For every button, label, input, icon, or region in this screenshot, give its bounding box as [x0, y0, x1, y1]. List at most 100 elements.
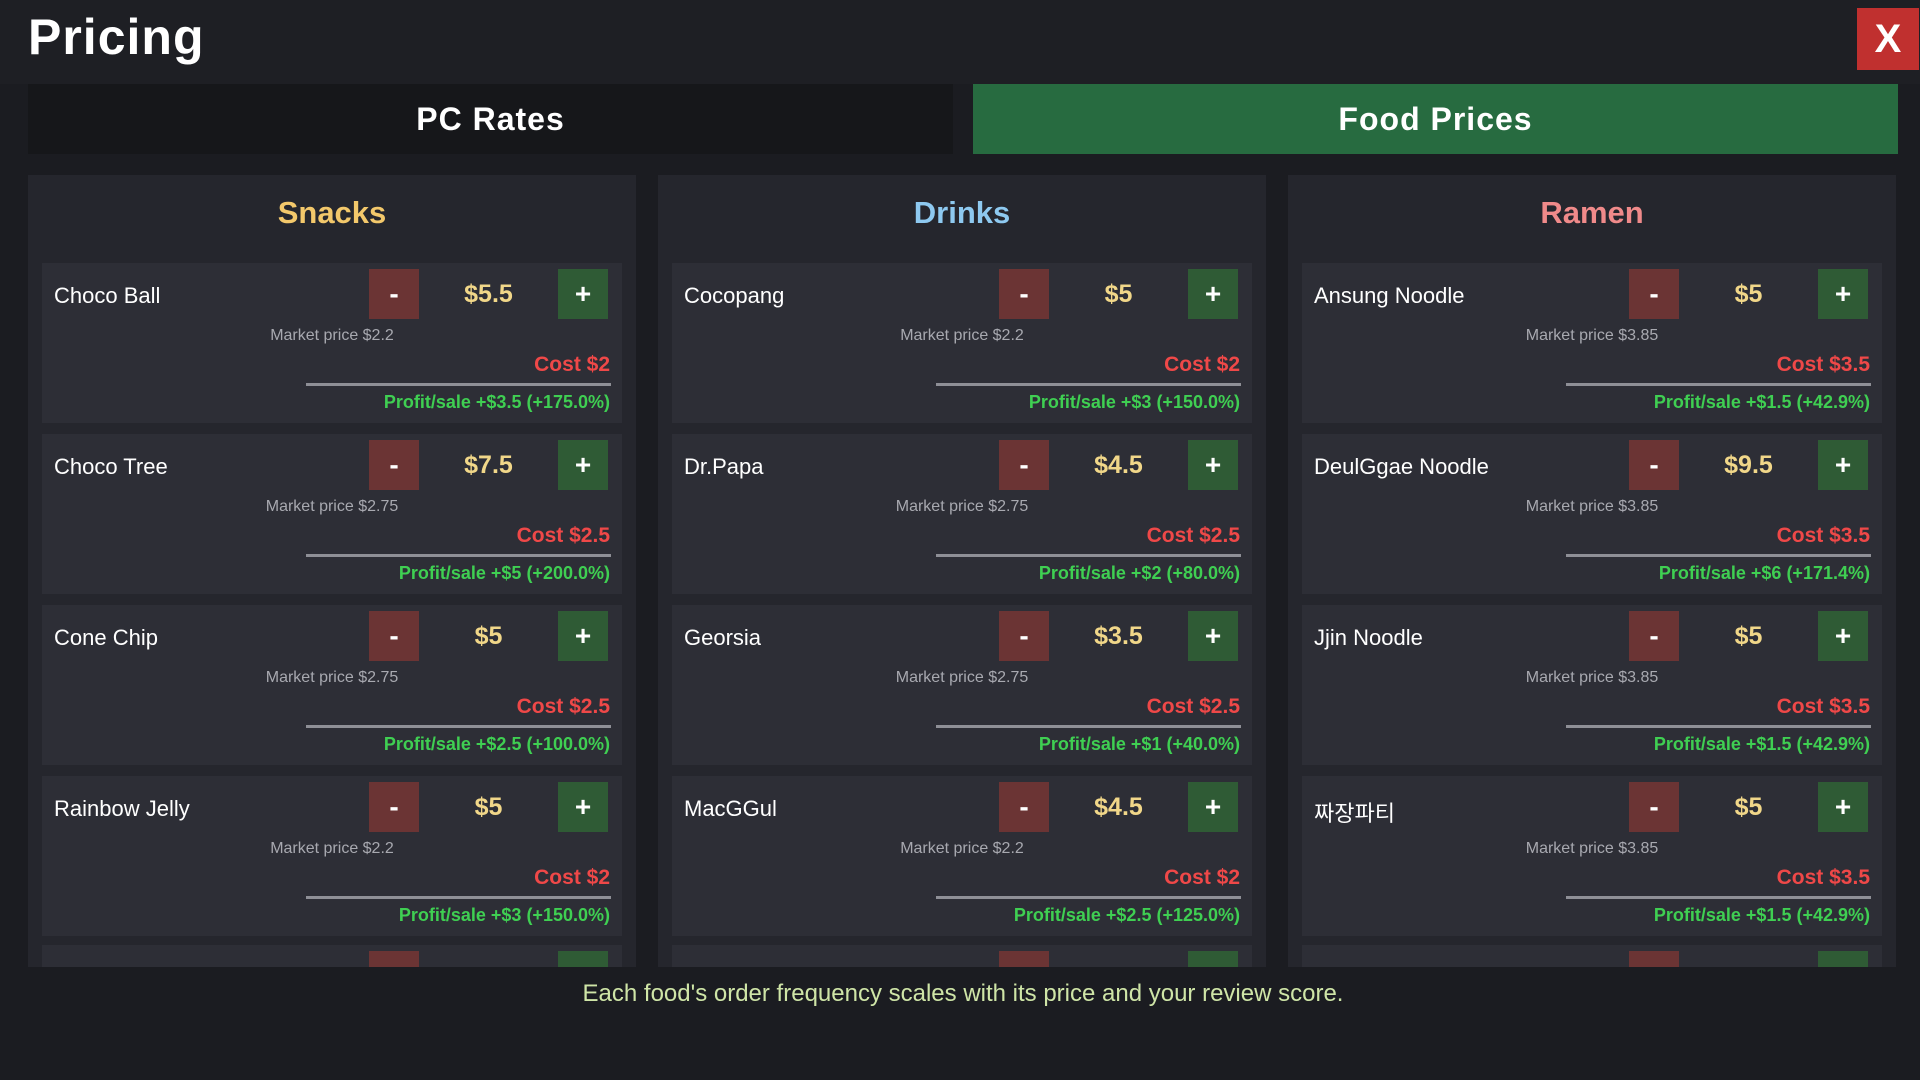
- decrease-price-button[interactable]: -: [1629, 782, 1679, 832]
- market-price: Market price $2.75: [265, 498, 399, 515]
- profit-label: Profit/sale +$1.5 (+42.9%): [1653, 905, 1870, 925]
- item-name: Georsia: [684, 625, 762, 650]
- increase-price-button[interactable]: +: [1188, 269, 1238, 319]
- drinks-title: Drinks: [913, 195, 1011, 230]
- market-price: Market price $2.75: [265, 669, 399, 686]
- increase-price-button[interactable]: [558, 951, 608, 967]
- decrease-price-button[interactable]: -: [1629, 440, 1679, 490]
- ramen-title: Ramen: [1540, 195, 1644, 230]
- market-price: Market price $2.2: [270, 327, 394, 344]
- divider: [1566, 554, 1871, 557]
- food-card-dr-papa: Dr.Papa - $4.5 + Market price $2.75 Cost…: [672, 434, 1252, 594]
- food-card-cone-chip: Cone Chip - $5 + Market price $2.75 Cost…: [42, 605, 622, 765]
- item-name: DeulGgae Noodle: [1314, 454, 1489, 479]
- food-card-georsia: Georsia - $3.5 + Market price $2.75 Cost…: [672, 605, 1252, 765]
- profit-label: Profit/sale +$5 (+200.0%): [398, 563, 610, 583]
- cost-label: Cost $2.5: [516, 695, 610, 718]
- market-price: Market price $3.85: [1525, 669, 1659, 686]
- profit-label: Profit/sale +$2.5 (+100.0%): [383, 734, 610, 754]
- increase-price-button[interactable]: +: [558, 611, 608, 661]
- increase-price-button[interactable]: +: [558, 440, 608, 490]
- decrease-price-button[interactable]: -: [369, 269, 419, 319]
- increase-price-button[interactable]: +: [1188, 611, 1238, 661]
- divider: [936, 896, 1241, 899]
- profit-label: Profit/sale +$1.5 (+42.9%): [1653, 734, 1870, 754]
- increase-price-button[interactable]: [1188, 951, 1238, 967]
- profit-label: Profit/sale +$1.5 (+42.9%): [1653, 392, 1870, 412]
- item-name: Choco Tree: [54, 454, 168, 479]
- decrease-price-button[interactable]: -: [369, 440, 419, 490]
- increase-price-button[interactable]: +: [1818, 611, 1868, 661]
- profit-label: Profit/sale +$2 (+80.0%): [1038, 563, 1240, 583]
- profit-label: Profit/sale +$3 (+150.0%): [1028, 392, 1240, 412]
- cost-label: Cost $2: [1164, 353, 1240, 376]
- profit-label: Profit/sale +$6 (+171.4%): [1658, 563, 1870, 583]
- item-name: Dr.Papa: [684, 454, 764, 479]
- divider: [936, 383, 1241, 386]
- footer-hint: Each food's order frequency scales with …: [582, 980, 1344, 1007]
- decrease-price-button[interactable]: -: [1629, 611, 1679, 661]
- market-price: Market price $3.85: [1525, 498, 1659, 515]
- price-value: $4.5: [1094, 792, 1143, 821]
- item-name: Cocopang: [684, 283, 785, 308]
- decrease-price-button[interactable]: -: [1629, 269, 1679, 319]
- tab-pc-rates[interactable]: PC Rates: [28, 84, 953, 154]
- increase-price-button[interactable]: +: [558, 269, 608, 319]
- profit-label: Profit/sale +$3.5 (+175.0%): [383, 392, 610, 412]
- market-price: Market price $2.75: [895, 669, 1029, 686]
- cost-label: Cost $3.5: [1776, 695, 1870, 718]
- price-value: $9.5: [1724, 450, 1773, 479]
- market-price: Market price $3.85: [1525, 327, 1659, 344]
- decrease-price-button[interactable]: -: [999, 440, 1049, 490]
- market-price: Market price $3.85: [1525, 840, 1659, 857]
- profit-label: Profit/sale +$2.5 (+125.0%): [1013, 905, 1240, 925]
- cost-label: Cost $2: [534, 353, 610, 376]
- item-name: 짜장파티: [1314, 801, 1395, 826]
- decrease-price-button[interactable]: -: [369, 782, 419, 832]
- decrease-price-button[interactable]: -: [999, 611, 1049, 661]
- food-card-jjin-noodle: Jjin Noodle - $5 + Market price $3.85 Co…: [1302, 605, 1882, 765]
- decrease-price-button[interactable]: [1629, 951, 1679, 967]
- food-card-partial: [672, 945, 1252, 967]
- food-card-jjajang-party: 짜장파티 - $5 + Market price $3.85 Cost $3.5…: [1302, 776, 1882, 936]
- price-value: $5: [1734, 621, 1763, 650]
- item-name: Jjin Noodle: [1314, 625, 1423, 650]
- divider: [306, 896, 611, 899]
- cost-label: Cost $2.5: [1146, 695, 1240, 718]
- decrease-price-button[interactable]: -: [999, 782, 1049, 832]
- ramen-panel: Ramen Ansung Noodle - $5 + Market price …: [1288, 175, 1896, 967]
- price-value: $5: [474, 792, 503, 821]
- increase-price-button[interactable]: +: [1188, 782, 1238, 832]
- food-card-choco-tree: Choco Tree - $7.5 + Market price $2.75 C…: [42, 434, 622, 594]
- cost-label: Cost $3.5: [1776, 866, 1870, 889]
- divider: [1566, 896, 1871, 899]
- decrease-price-button[interactable]: [369, 951, 419, 967]
- item-name: Ansung Noodle: [1314, 283, 1465, 308]
- close-button[interactable]: X: [1857, 8, 1919, 70]
- food-card-macggul: MacGGul - $4.5 + Market price $2.2 Cost …: [672, 776, 1252, 936]
- food-card-cocopang: Cocopang - $5 + Market price $2.2 Cost $…: [672, 263, 1252, 423]
- item-name: MacGGul: [684, 796, 777, 821]
- tab-food-prices[interactable]: Food Prices: [973, 84, 1898, 154]
- price-value: $5: [1734, 279, 1763, 308]
- market-price: Market price $2.2: [270, 840, 394, 857]
- price-value: $5: [474, 621, 503, 650]
- increase-price-button[interactable]: +: [1818, 269, 1868, 319]
- increase-price-button[interactable]: +: [1188, 440, 1238, 490]
- increase-price-button[interactable]: +: [558, 782, 608, 832]
- increase-price-button[interactable]: [1818, 951, 1868, 967]
- decrease-price-button[interactable]: -: [999, 269, 1049, 319]
- market-price: Market price $2.2: [900, 840, 1024, 857]
- cost-label: Cost $2: [1164, 866, 1240, 889]
- top-bar: Pricing X: [0, 0, 1920, 84]
- market-price: Market price $2.75: [895, 498, 1029, 515]
- decrease-price-button[interactable]: -: [369, 611, 419, 661]
- increase-price-button[interactable]: +: [1818, 782, 1868, 832]
- profit-label: Profit/sale +$3 (+150.0%): [398, 905, 610, 925]
- price-value: $5.5: [464, 279, 513, 308]
- increase-price-button[interactable]: +: [1818, 440, 1868, 490]
- divider: [1566, 383, 1871, 386]
- divider: [306, 554, 611, 557]
- decrease-price-button[interactable]: [999, 951, 1049, 967]
- cost-label: Cost $2: [534, 866, 610, 889]
